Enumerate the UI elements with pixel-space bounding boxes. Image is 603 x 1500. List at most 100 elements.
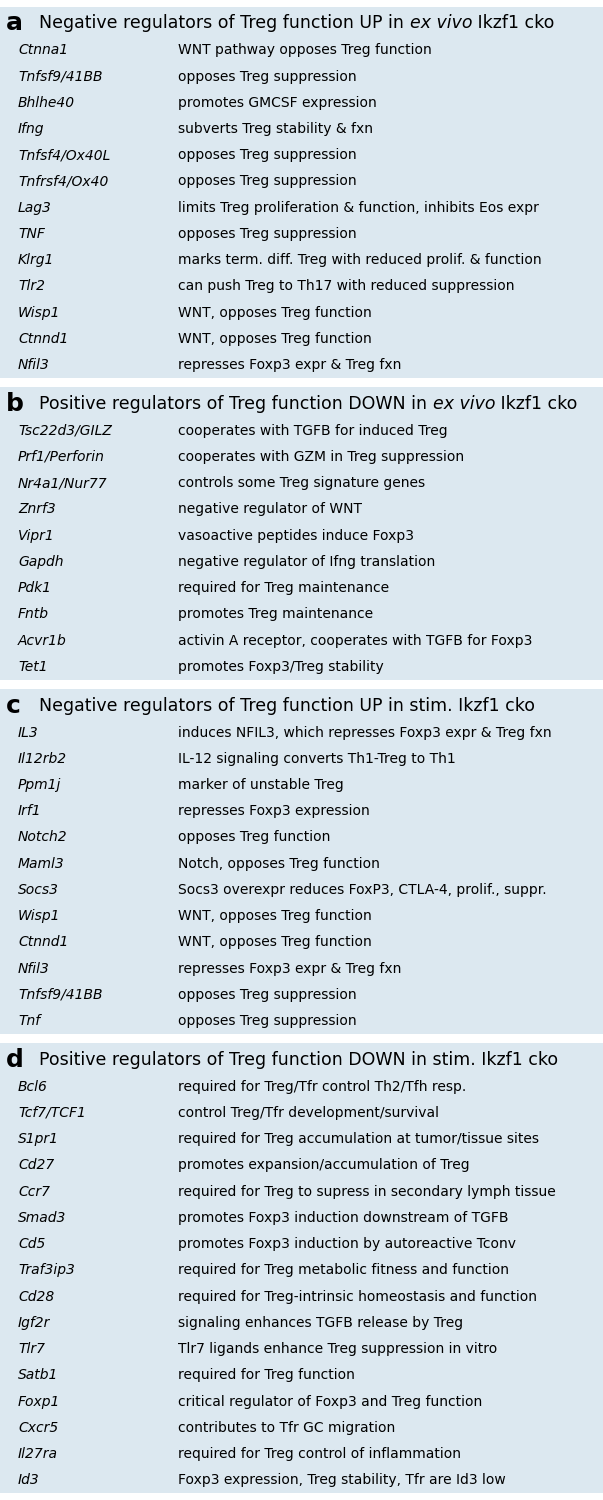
Text: Negative regulators of Treg function UP in stim. Ikzf1 cko: Negative regulators of Treg function UP … <box>39 696 535 714</box>
Text: can push Treg to Th17 with reduced suppression: can push Treg to Th17 with reduced suppr… <box>178 279 514 294</box>
Text: Cxcr5: Cxcr5 <box>18 1420 58 1436</box>
Bar <box>0 688 603 1035</box>
Text: opposes Treg suppression: opposes Treg suppression <box>178 226 356 242</box>
Text: activin A receptor, cooperates with TGFB for Foxp3: activin A receptor, cooperates with TGFB… <box>178 633 532 648</box>
Text: Ctnna1: Ctnna1 <box>18 44 68 57</box>
Text: d: d <box>6 1048 24 1072</box>
Text: Igf2r: Igf2r <box>18 1316 51 1330</box>
Text: Pdk1: Pdk1 <box>18 580 52 596</box>
Text: Gapdh: Gapdh <box>18 555 63 568</box>
Text: WNT, opposes Treg function: WNT, opposes Treg function <box>178 936 371 950</box>
Text: promotes GMCSF expression: promotes GMCSF expression <box>178 96 377 109</box>
Text: Tnfsf4/Ox40L: Tnfsf4/Ox40L <box>18 148 110 162</box>
Text: Nfil3: Nfil3 <box>18 358 50 372</box>
Text: promotes Treg maintenance: promotes Treg maintenance <box>178 608 373 621</box>
Text: Ctnnd1: Ctnnd1 <box>18 332 69 346</box>
Text: opposes Treg suppression: opposes Treg suppression <box>178 1014 356 1028</box>
Text: WNT pathway opposes Treg function: WNT pathway opposes Treg function <box>178 44 432 57</box>
Text: IL3: IL3 <box>18 726 39 740</box>
Text: c: c <box>6 693 21 717</box>
Bar <box>0 680 603 688</box>
Text: Il27ra: Il27ra <box>18 1448 58 1461</box>
Text: cooperates with TGFB for induced Treg: cooperates with TGFB for induced Treg <box>178 424 447 438</box>
Text: WNT, opposes Treg function: WNT, opposes Treg function <box>178 332 371 346</box>
Text: Tlr7 ligands enhance Treg suppression in vitro: Tlr7 ligands enhance Treg suppression in… <box>178 1342 497 1356</box>
Text: Maml3: Maml3 <box>18 856 65 870</box>
Text: negative regulator of Ifng translation: negative regulator of Ifng translation <box>178 555 435 568</box>
Text: Tet1: Tet1 <box>18 660 48 674</box>
Text: Tnfsf9/41BB: Tnfsf9/41BB <box>18 69 103 84</box>
Text: Foxp1: Foxp1 <box>18 1395 60 1408</box>
Text: Acvr1b: Acvr1b <box>18 633 67 648</box>
Text: opposes Treg suppression: opposes Treg suppression <box>178 69 356 84</box>
Text: Bhlhe40: Bhlhe40 <box>18 96 75 109</box>
Text: Notch2: Notch2 <box>18 831 68 844</box>
Text: required for Treg/Tfr control Th2/Tfh resp.: required for Treg/Tfr control Th2/Tfh re… <box>178 1080 466 1094</box>
Text: Cd28: Cd28 <box>18 1290 54 1304</box>
Text: opposes Treg suppression: opposes Treg suppression <box>178 174 356 189</box>
Text: required for Treg metabolic fitness and function: required for Treg metabolic fitness and … <box>178 1263 509 1278</box>
Text: cooperates with GZM in Treg suppression: cooperates with GZM in Treg suppression <box>178 450 464 464</box>
Bar <box>0 1035 603 1042</box>
Text: opposes Treg suppression: opposes Treg suppression <box>178 148 356 162</box>
Text: opposes Treg suppression: opposes Treg suppression <box>178 988 356 1002</box>
Text: Tnf: Tnf <box>18 1014 40 1028</box>
Text: critical regulator of Foxp3 and Treg function: critical regulator of Foxp3 and Treg fun… <box>178 1395 482 1408</box>
Text: Bcl6: Bcl6 <box>18 1080 48 1094</box>
Text: a: a <box>6 12 23 36</box>
Bar <box>0 6 603 378</box>
Text: Id3: Id3 <box>18 1473 40 1488</box>
Text: Nr4a1/Nur77: Nr4a1/Nur77 <box>18 476 108 490</box>
Text: control Treg/Tfr development/survival: control Treg/Tfr development/survival <box>178 1106 439 1120</box>
Text: Prf1/Perforin: Prf1/Perforin <box>18 450 105 464</box>
Text: Ccr7: Ccr7 <box>18 1185 50 1198</box>
Text: induces NFIL3, which represses Foxp3 expr & Treg fxn: induces NFIL3, which represses Foxp3 exp… <box>178 726 552 740</box>
Text: marks term. diff. Treg with reduced prolif. & function: marks term. diff. Treg with reduced prol… <box>178 254 541 267</box>
Text: S1pr1: S1pr1 <box>18 1132 59 1146</box>
Text: represses Foxp3 expression: represses Foxp3 expression <box>178 804 370 818</box>
Text: contributes to Tfr GC migration: contributes to Tfr GC migration <box>178 1420 395 1436</box>
Text: controls some Treg signature genes: controls some Treg signature genes <box>178 476 425 490</box>
Text: Wisp1: Wisp1 <box>18 306 60 320</box>
Text: Smad3: Smad3 <box>18 1210 66 1225</box>
Text: Foxp3 expression, Treg stability, Tfr are Id3 low: Foxp3 expression, Treg stability, Tfr ar… <box>178 1473 506 1488</box>
Text: Positive regulators of Treg function DOWN in: Positive regulators of Treg function DOW… <box>39 394 433 412</box>
Text: promotes Foxp3/Treg stability: promotes Foxp3/Treg stability <box>178 660 384 674</box>
Text: Klrg1: Klrg1 <box>18 254 54 267</box>
Text: Nfil3: Nfil3 <box>18 962 50 975</box>
Text: Tlr2: Tlr2 <box>18 279 45 294</box>
Text: negative regulator of WNT: negative regulator of WNT <box>178 503 362 516</box>
Text: Ikzf1 cko: Ikzf1 cko <box>472 15 554 33</box>
Text: promotes expansion/accumulation of Treg: promotes expansion/accumulation of Treg <box>178 1158 470 1173</box>
Text: Irf1: Irf1 <box>18 804 42 818</box>
Text: Negative regulators of Treg function UP in: Negative regulators of Treg function UP … <box>39 15 409 33</box>
Text: Vipr1: Vipr1 <box>18 528 55 543</box>
Text: IL-12 signaling converts Th1-Treg to Th1: IL-12 signaling converts Th1-Treg to Th1 <box>178 752 456 765</box>
Text: marker of unstable Treg: marker of unstable Treg <box>178 778 344 792</box>
Text: required for Treg control of inflammation: required for Treg control of inflammatio… <box>178 1448 461 1461</box>
Text: Traf3ip3: Traf3ip3 <box>18 1263 75 1278</box>
Text: TNF: TNF <box>18 226 45 242</box>
Text: Ctnnd1: Ctnnd1 <box>18 936 69 950</box>
Text: required for Treg to supress in secondary lymph tissue: required for Treg to supress in secondar… <box>178 1185 555 1198</box>
Text: Tcf7/TCF1: Tcf7/TCF1 <box>18 1106 86 1120</box>
Text: promotes Foxp3 induction downstream of TGFB: promotes Foxp3 induction downstream of T… <box>178 1210 508 1225</box>
Bar <box>0 1042 603 1494</box>
Text: represses Foxp3 expr & Treg fxn: represses Foxp3 expr & Treg fxn <box>178 358 401 372</box>
Bar <box>0 378 603 387</box>
Text: subverts Treg stability & fxn: subverts Treg stability & fxn <box>178 122 373 136</box>
Text: required for Treg-intrinsic homeostasis and function: required for Treg-intrinsic homeostasis … <box>178 1290 537 1304</box>
Text: promotes Foxp3 induction by autoreactive Tconv: promotes Foxp3 induction by autoreactive… <box>178 1238 516 1251</box>
Text: Satb1: Satb1 <box>18 1368 58 1383</box>
Text: Tnfsf9/41BB: Tnfsf9/41BB <box>18 988 103 1002</box>
Text: Il12rb2: Il12rb2 <box>18 752 67 765</box>
Text: Ikzf1 cko: Ikzf1 cko <box>495 394 578 412</box>
Text: ex vivo: ex vivo <box>409 15 472 33</box>
Text: required for Treg maintenance: required for Treg maintenance <box>178 580 389 596</box>
Text: Socs3 overexpr reduces FoxP3, CTLA-4, prolif., suppr.: Socs3 overexpr reduces FoxP3, CTLA-4, pr… <box>178 884 546 897</box>
Text: Cd5: Cd5 <box>18 1238 45 1251</box>
Text: Ppm1j: Ppm1j <box>18 778 62 792</box>
Text: Znrf3: Znrf3 <box>18 503 56 516</box>
Text: limits Treg proliferation & function, inhibits Eos expr: limits Treg proliferation & function, in… <box>178 201 538 214</box>
Text: Wisp1: Wisp1 <box>18 909 60 922</box>
